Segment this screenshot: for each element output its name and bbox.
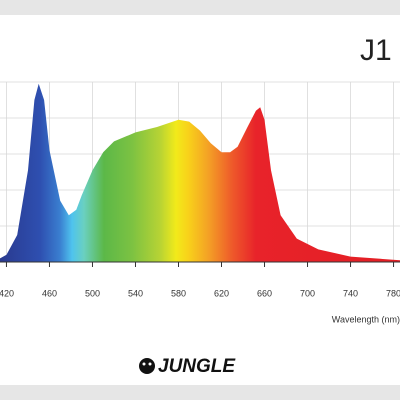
x-tick-label: 500 xyxy=(85,288,100,298)
bottom-band xyxy=(0,385,400,400)
spectrum-area xyxy=(0,83,400,262)
logo-eye xyxy=(142,362,146,366)
x-tick-label: 580 xyxy=(171,288,186,298)
logo: JUNGLE xyxy=(139,356,236,377)
x-tick-label: 460 xyxy=(42,288,57,298)
x-tick-label: 660 xyxy=(257,288,272,298)
logo-eye xyxy=(148,362,152,366)
x-tick-label: 780 xyxy=(386,288,400,298)
logo-text: JUNGLE xyxy=(158,356,236,377)
plot: 420 460 500 540 580 620 660 700 740 780 xyxy=(0,81,400,298)
x-tick-label: 540 xyxy=(128,288,143,298)
x-tick-label: 740 xyxy=(343,288,358,298)
x-tick-label: 700 xyxy=(300,288,315,298)
product-title: J1 xyxy=(360,34,392,67)
top-band xyxy=(0,0,400,15)
x-axis-label: Wavelength (nm) xyxy=(332,314,400,324)
logo-icon xyxy=(139,358,155,374)
x-tick-label: 420 xyxy=(0,288,14,298)
x-tick-label: 620 xyxy=(214,288,229,298)
